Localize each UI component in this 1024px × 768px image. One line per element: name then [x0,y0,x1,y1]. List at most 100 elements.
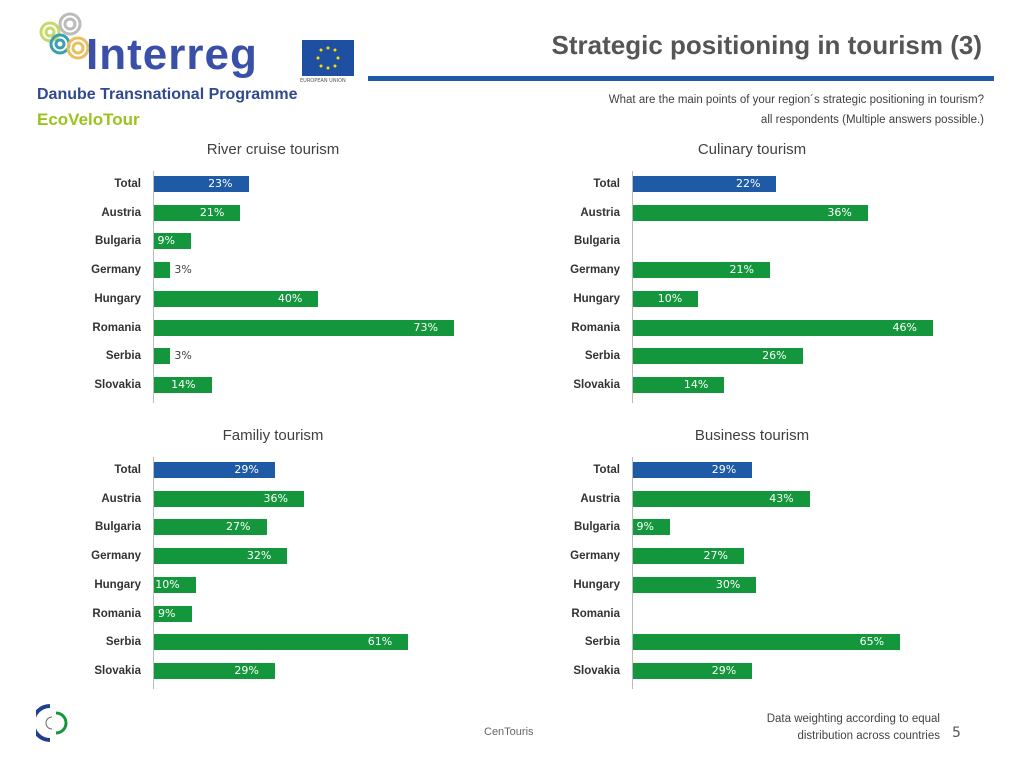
bar-row: Bulgaria 9% [542,519,962,536]
data-label: 21% [199,205,225,219]
bar: 46% [633,319,933,336]
bar: 9% [154,233,191,250]
note-line-1: Data weighting according to equal [766,713,940,725]
programme-name: Danube Transnational Programme [37,86,298,103]
category-label: Serbia [584,350,620,363]
page-number: 5 [952,725,961,741]
bar-row: Austria 36% [542,204,962,221]
bar-row: Germany 27% [542,548,962,565]
chart-river-cruise: River cruise tourism Total 23% Austria 21% Bu… [63,141,483,403]
chart-family: Familiy tourism Total 29% Austria 36% Bulgari… [63,427,483,689]
bar: 29% [154,462,275,478]
chart-title: Business tourism [694,427,810,444]
data-label: 22% [736,177,761,190]
bar: 9% [154,605,192,622]
category-label: Germany [91,264,141,277]
data-label: 29% [234,663,259,677]
data-label: 61% [367,635,393,649]
bar: 26% [633,348,803,365]
category-label: Serbia [105,636,141,649]
bar: 29% [633,662,753,679]
data-label: 29% [711,463,737,476]
bar-row: Hungary 30% [542,576,962,593]
question: What are the main points of your region´… [608,94,984,106]
bar: 36% [633,204,868,221]
data-label: 65% [859,635,885,649]
bar-row: Hungary 10% [63,576,483,593]
chart-axis [632,171,633,403]
bar-row: Austria 43% [542,490,962,507]
data-label: 27% [703,549,728,563]
bar-row: Romania 73% [63,319,483,336]
bar-row: Total 29% [542,462,962,478]
bar: 23% [154,176,249,192]
bar: 27% [154,519,267,536]
data-label: 32% [246,549,272,563]
interreg-logo-text: Interreg [86,30,258,79]
bar: 10% [154,576,196,593]
bar: 32% [154,548,288,565]
data-label: 10% [657,291,683,305]
bar-row: Hungary 10% [542,290,962,307]
data-label: 10% [155,577,180,591]
bar-row: Slovakia 29% [63,662,483,679]
bar: 61% [154,634,409,651]
category-label: Bulgaria [94,235,141,248]
bar [154,262,170,279]
bar-row: Bulgaria 9% [63,233,483,250]
category-label: Serbia [105,350,141,363]
category-label: Hungary [94,578,141,591]
eu-label: EUROPEAN UNION [300,78,346,84]
chart-business: Business tourism Total 29% Austria 43% Bulgar… [542,427,962,689]
chart-axis [153,457,154,689]
category-label: Serbia [584,636,620,649]
category-label: Slovakia [573,664,620,677]
bar: 73% [154,319,454,336]
bar: 40% [154,290,319,307]
bar [154,348,170,365]
bar-row: Austria 36% [63,490,483,507]
bar: 36% [154,490,304,507]
bar: 21% [154,204,241,221]
category-label: Slovakia [573,378,620,391]
category-label: Bulgaria [573,235,620,248]
bar: 65% [633,634,901,651]
chart-axis [153,171,154,403]
data-label: 9% [158,606,176,620]
data-label: 36% [263,491,288,505]
bar-row: Serbia 3% [63,348,483,365]
category-label: Austria [101,492,141,505]
bar: 22% [633,176,777,192]
category-label: Austria [580,206,620,219]
weighting-note: Data weighting according to equal distrib… [767,711,940,745]
category-label: Austria [101,206,141,219]
page-title: Strategic positioning in tourism (3) [551,30,982,60]
bar-row: Slovakia 14% [542,376,962,393]
category-label: Austria [580,492,620,505]
bar-row: Bulgaria [542,233,962,249]
bar: 29% [154,662,275,679]
category-label: Romania [92,607,141,620]
interreg-rings-logo [36,10,92,70]
bar-row: Total 29% [63,462,483,478]
category-label: Romania [571,321,620,334]
bar: 10% [633,290,699,307]
data-label: 73% [413,320,438,334]
bar-row: Germany 21% [542,262,962,279]
data-label: 14% [171,377,196,391]
bar-row: Austria 21% [63,204,483,221]
title-rule [368,76,994,81]
bar: 30% [633,576,757,593]
category-label: Total [114,178,141,190]
data-label: 29% [711,663,737,677]
category-label: Slovakia [94,664,141,677]
bar-row: Germany 3% [63,262,483,279]
chart-title: Familiy tourism [222,427,324,444]
bar-row: Romania 9% [63,605,483,622]
data-label: 43% [769,491,794,505]
note-line-2: distribution across countries [797,730,940,742]
data-label: 9% [636,520,654,534]
data-label: 27% [226,520,251,534]
data-label: 3% [174,349,192,363]
bar-row: Serbia 26% [542,348,962,365]
